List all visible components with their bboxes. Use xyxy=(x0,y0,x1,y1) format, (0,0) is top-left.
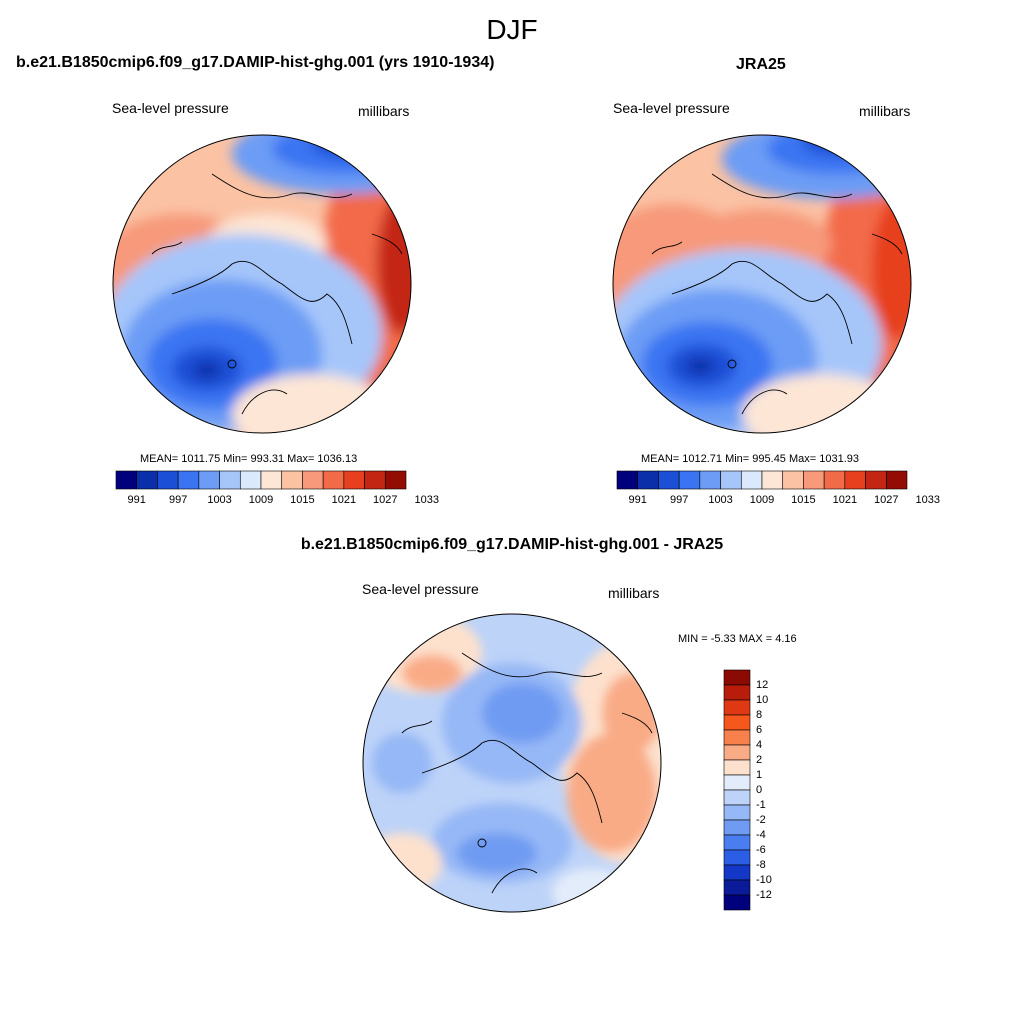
panel-3-colorbar-swatch xyxy=(723,789,751,806)
panel-1-polar-map xyxy=(112,134,412,434)
panel-2-pressure-field xyxy=(613,135,911,433)
panel-2-colorbar-swatch xyxy=(637,470,659,490)
panel-1-title: b.e21.B1850cmip6.f09_g17.DAMIP-hist-ghg.… xyxy=(16,54,495,71)
panel-2-colorbar-tick-label: 1033 xyxy=(915,494,940,506)
panel-3-colorbar xyxy=(723,669,751,911)
panel-3-colorbar-swatch xyxy=(723,864,751,881)
panel-2-colorbar-swatch xyxy=(865,470,887,490)
panel-2-stats: MEAN= 1012.71 Min= 995.45 Max= 1031.93 xyxy=(641,453,860,465)
panel-1-colorbar-tick-label: 991 xyxy=(127,494,146,506)
panel-3-colorbar-swatch xyxy=(723,894,751,911)
panel-3-colorbar-tick-label: -1 xyxy=(756,799,766,811)
panel-1-colorbar-tick-label: 997 xyxy=(168,494,188,506)
panel-1-colorbar-swatch xyxy=(384,470,407,490)
panel-3-colorbar-swatch xyxy=(723,804,751,821)
panel-2-colorbar-swatch xyxy=(740,470,763,490)
panel-2-colorbar-tick-label: 997 xyxy=(669,494,689,506)
panel-2-colorbar-tick-label: 1021 xyxy=(832,494,858,506)
panel-1-colorbar-tick-label: 1021 xyxy=(331,494,357,506)
panel-3-colorbar-ticks: 12 10 8 6 4 2 1 0 -1 -2 -4 -6 -8 -10 -12 xyxy=(756,670,796,910)
panel-3-colorbar-swatch xyxy=(723,879,751,896)
panel-3-colorbar-tick-label: 10 xyxy=(756,694,769,706)
panel-3-colorbar-tick-label: 0 xyxy=(756,784,763,796)
panel-3-colorbar-tick-label: 1 xyxy=(756,769,763,781)
panel-3-colorbar-tick-label: -6 xyxy=(756,844,766,856)
panel-2-colorbar-swatch xyxy=(782,470,804,490)
panel-1-colorbar-swatch xyxy=(177,470,200,490)
panel-1-colorbar-ticks: 991 997 1003 1009 1015 1021 1027 1033 xyxy=(116,494,439,508)
panel-3-colorbar-swatch xyxy=(723,714,751,731)
panel-1-colorbar-swatch xyxy=(302,470,324,490)
panel-2-colorbar-swatch xyxy=(658,470,680,490)
panel-3-colorbar-swatch xyxy=(723,774,751,791)
panel-2-colorbar-swatch xyxy=(720,470,742,490)
panel-3-colorbar-tick-label: -4 xyxy=(756,829,766,841)
panel-3-colorbar-swatch xyxy=(723,669,751,686)
panel-2-polar-map xyxy=(612,134,912,434)
panel-3-polar-map xyxy=(362,613,662,913)
panel-3-colorbar-swatch xyxy=(723,744,751,761)
panel-1-colorbar-swatch xyxy=(343,470,365,490)
panel-1-units-label: millibars xyxy=(358,103,410,119)
panel-3-stats: MIN = -5.33 MAX = 4.16 xyxy=(678,633,797,645)
panel-2-variable-label: Sea-level pressure xyxy=(613,100,730,116)
panel-2-units-label: millibars xyxy=(859,103,911,119)
panel-3-units-label: millibars xyxy=(608,585,660,601)
panel-1-pressure-field xyxy=(113,135,411,433)
panel-3-colorbar-swatch xyxy=(723,759,751,776)
panel-3-colorbar-tick-label: 2 xyxy=(756,754,763,766)
panel-2-colorbar-swatch xyxy=(823,470,846,490)
panel-2-colorbar-tick-label: 1009 xyxy=(749,494,775,506)
panel-1-colorbar-tick-label: 1003 xyxy=(207,494,232,506)
panel-3-colorbar-swatch xyxy=(723,834,751,851)
panel-2-colorbar-tick-label: 1027 xyxy=(874,494,899,506)
panel-1-colorbar-swatch xyxy=(136,470,158,490)
panel-2-colorbar-tick-label: 1015 xyxy=(791,494,816,506)
panel-1-colorbar-swatch xyxy=(198,470,220,490)
panel-3-colorbar-tick-label: -12 xyxy=(756,889,772,901)
panel-2-colorbar-swatch xyxy=(699,470,721,490)
panel-2-title: JRA25 xyxy=(736,56,786,73)
panel-3-colorbar-swatch xyxy=(723,684,751,701)
panel-1-colorbar-tick-label: 1015 xyxy=(290,494,315,506)
panel-1-colorbar-tick-label: 1033 xyxy=(414,494,439,506)
panel-2-colorbar-tick-label: 991 xyxy=(628,494,647,506)
panel-3-colorbar-tick-label: 4 xyxy=(756,739,763,751)
panel-2-colorbar-swatch xyxy=(678,470,701,490)
panel-2-colorbar-swatch xyxy=(761,470,784,490)
figure-title: DJF xyxy=(486,14,538,45)
panel-1-colorbar-swatch xyxy=(115,470,138,490)
panel-3-title: b.e21.B1850cmip6.f09_g17.DAMIP-hist-ghg.… xyxy=(300,536,724,553)
panel-2-colorbar-swatch xyxy=(844,470,866,490)
panel-2-colorbar-tick-label: 1003 xyxy=(708,494,733,506)
panel-3-colorbar-tick-label: -10 xyxy=(756,874,772,886)
panel-1-colorbar-swatch xyxy=(219,470,241,490)
panel-3-colorbar-swatch xyxy=(723,819,751,836)
panel-3-colorbar-tick-label: 12 xyxy=(756,679,769,691)
panel-2-colorbar-ticks: 991 997 1003 1009 1015 1021 1027 1033 xyxy=(617,494,940,508)
panel-1-colorbar-tick-label: 1009 xyxy=(248,494,274,506)
panel-2-colorbar xyxy=(616,470,908,490)
panel-3-colorbar-swatch xyxy=(723,699,751,716)
panel-2-colorbar-swatch xyxy=(616,470,639,490)
panel-2-colorbar-swatch xyxy=(885,470,908,490)
panel-3-colorbar-tick-label: -2 xyxy=(756,814,766,826)
panel-1-colorbar-swatch xyxy=(364,470,386,490)
panel-1-colorbar-swatch xyxy=(260,470,283,490)
panel-3-colorbar-tick-label: -8 xyxy=(756,859,766,871)
panel-1-stats: MEAN= 1011.75 Min= 993.31 Max= 1036.13 xyxy=(140,453,358,465)
panel-2-colorbar-swatch xyxy=(803,470,825,490)
panel-1-colorbar-tick-label: 1027 xyxy=(373,494,398,506)
panel-1-colorbar-swatch xyxy=(157,470,179,490)
panel-1-colorbar-swatch xyxy=(239,470,262,490)
panel-3-colorbar-swatch xyxy=(723,729,751,746)
panel-3-colorbar-tick-label: 8 xyxy=(756,709,763,721)
panel-1-colorbar-swatch xyxy=(322,470,345,490)
panel-1-colorbar-swatch xyxy=(281,470,303,490)
panel-3-colorbar-swatch xyxy=(723,849,751,866)
panel-1-colorbar xyxy=(115,470,407,490)
panel-3-variable-label: Sea-level pressure xyxy=(362,581,479,597)
panel-3-colorbar-tick-label: 6 xyxy=(756,724,763,736)
panel-1-variable-label: Sea-level pressure xyxy=(112,100,229,116)
